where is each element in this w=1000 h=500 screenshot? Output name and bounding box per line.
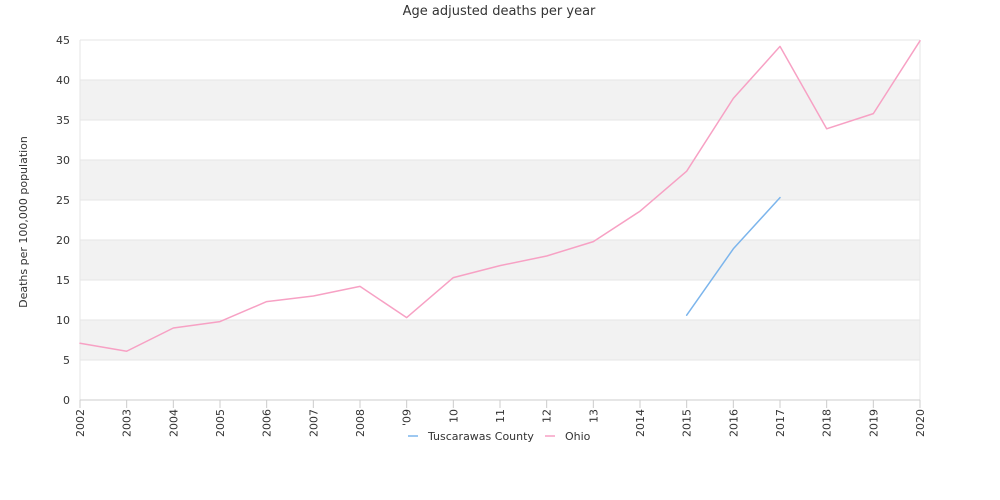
x-tick-label: 2004 (167, 409, 180, 437)
x-tick-label: 2008 (354, 409, 367, 437)
y-axis-ticks: 0 5 10 15 20 25 30 35 40 45 (56, 34, 70, 407)
plot-band (80, 120, 920, 160)
plot-bands (80, 40, 920, 400)
series-line (79, 40, 921, 352)
plot-band (80, 40, 920, 80)
legend-item[interactable]: Ohio (545, 430, 591, 443)
x-tick-label: 2020 (914, 409, 927, 437)
x-tick-label: 2016 (727, 409, 740, 437)
plot-band (80, 240, 920, 280)
x-tick-label: 2017 (774, 409, 787, 437)
x-tick-label: '09 (401, 409, 414, 426)
legend-label: Ohio (565, 430, 591, 443)
x-tick-label: 2019 (867, 409, 880, 437)
plot-band (80, 200, 920, 240)
x-tick-label: 10 (447, 409, 460, 423)
legend-label: Tuscarawas County (427, 430, 534, 443)
y-tick-label: 20 (56, 234, 70, 247)
y-tick-label: 40 (56, 74, 70, 87)
series-lines (79, 40, 921, 352)
plot-band (80, 320, 920, 360)
y-tick-label: 10 (56, 314, 70, 327)
y-tick-label: 25 (56, 194, 70, 207)
y-tick-label: 45 (56, 34, 70, 47)
x-tick-label: 2002 (74, 409, 87, 437)
x-axis-ticks: 2002 2003 2004 2005 2006 2007 2008 '09 10 11 12 13 2… (74, 400, 927, 437)
series-line (685, 196, 781, 316)
y-axis-title: Deaths per 100,000 population (17, 136, 30, 308)
x-tick-label: 2003 (121, 409, 134, 437)
plot-band (80, 280, 920, 320)
y-tick-label: 15 (56, 274, 70, 287)
plot-band (80, 160, 920, 200)
y-tick-label: 5 (63, 354, 70, 367)
plot-band (80, 360, 920, 400)
x-tick-label: 11 (494, 409, 507, 423)
legend: Tuscarawas County Ohio (408, 430, 591, 443)
y-tick-label: 35 (56, 114, 70, 127)
x-tick-label: 2007 (307, 409, 320, 437)
x-tick-label: 12 (541, 409, 554, 423)
y-tick-label: 0 (63, 394, 70, 407)
plot-band (80, 80, 920, 120)
x-tick-label: 2015 (681, 409, 694, 437)
legend-item[interactable]: Tuscarawas County (408, 430, 534, 443)
x-tick-label: 13 (587, 409, 600, 423)
x-tick-label: 2014 (634, 409, 647, 437)
x-tick-label: 2006 (261, 409, 274, 437)
y-tick-label: 30 (56, 154, 70, 167)
x-tick-label: 2005 (214, 409, 227, 437)
x-tick-label: 2018 (821, 409, 834, 437)
chart-title: Age adjusted deaths per year (403, 4, 596, 19)
